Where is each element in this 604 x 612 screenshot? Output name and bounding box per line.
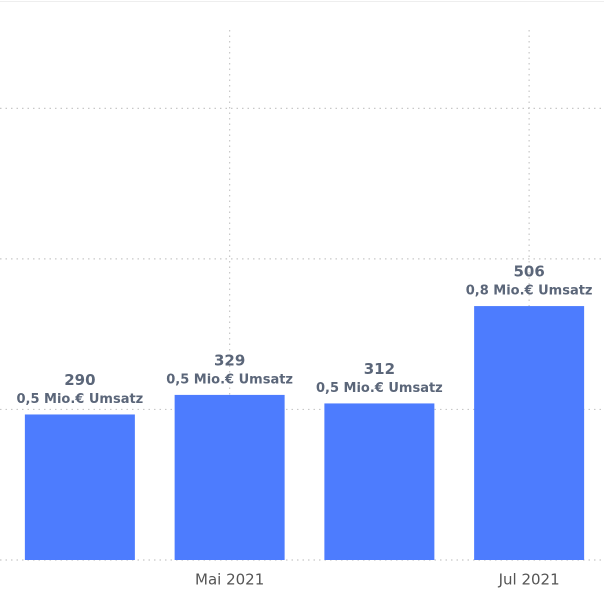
data-label: 290 (64, 371, 95, 389)
data-label: 329 (214, 351, 245, 369)
data-sublabel: 0,8 Mio.€ Umsatz (466, 284, 593, 299)
data-label: 506 (513, 263, 544, 281)
data-sublabel: 0,5 Mio.€ Umsatz (316, 381, 443, 396)
data-label: 312 (364, 360, 395, 378)
data-sublabel: 0,5 Mio.€ Umsatz (16, 392, 143, 407)
bar (174, 394, 285, 560)
data-sublabel: 0,5 Mio.€ Umsatz (166, 372, 293, 387)
x-tick-label: Jul 2021 (498, 571, 560, 589)
bar (474, 306, 585, 560)
bar (24, 414, 135, 560)
x-tick-label: Mai 2021 (195, 571, 264, 589)
bar (324, 403, 435, 560)
